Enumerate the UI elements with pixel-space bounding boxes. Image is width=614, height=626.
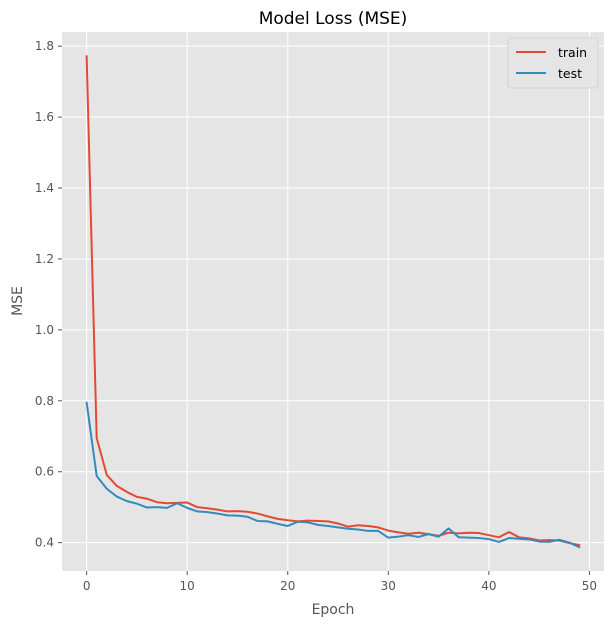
plot-area bbox=[62, 32, 604, 571]
y-tick-label: 1.2 bbox=[35, 252, 54, 266]
series-line-test bbox=[85, 401, 581, 549]
y-tick-label: 1.8 bbox=[35, 39, 54, 53]
axis-ticks: 0 10 20 30 40 50 0.4 0.6 0.8 1.0 1.2 1.4 1.6 1.8 bbox=[35, 39, 597, 593]
y-tick-label: 1.0 bbox=[35, 323, 54, 337]
y-tick-label: 0.6 bbox=[35, 465, 54, 479]
y-tick-label: 0.8 bbox=[35, 394, 54, 408]
x-tick-label: 40 bbox=[481, 579, 496, 593]
grid-lines bbox=[62, 32, 604, 571]
legend-label-test: test bbox=[558, 66, 582, 81]
series-lines bbox=[85, 55, 581, 549]
y-tick-label: 1.4 bbox=[35, 181, 54, 195]
y-tick-label: 0.4 bbox=[35, 536, 54, 550]
x-tick-label: 50 bbox=[582, 579, 597, 593]
legend-label-train: train bbox=[558, 45, 587, 60]
x-tick-label: 30 bbox=[381, 579, 396, 593]
x-tick-label: 10 bbox=[180, 579, 195, 593]
x-axis-label: Epoch bbox=[312, 602, 355, 618]
y-tick-label: 1.6 bbox=[35, 110, 54, 124]
y-axis-label: MSE bbox=[10, 286, 26, 316]
legend: train test bbox=[507, 37, 599, 89]
x-tick-label: 20 bbox=[280, 579, 295, 593]
chart-title: Model Loss (MSE) bbox=[259, 9, 408, 29]
legend-box bbox=[507, 37, 599, 89]
series-line-train bbox=[85, 55, 581, 547]
x-tick-label: 0 bbox=[83, 579, 91, 593]
